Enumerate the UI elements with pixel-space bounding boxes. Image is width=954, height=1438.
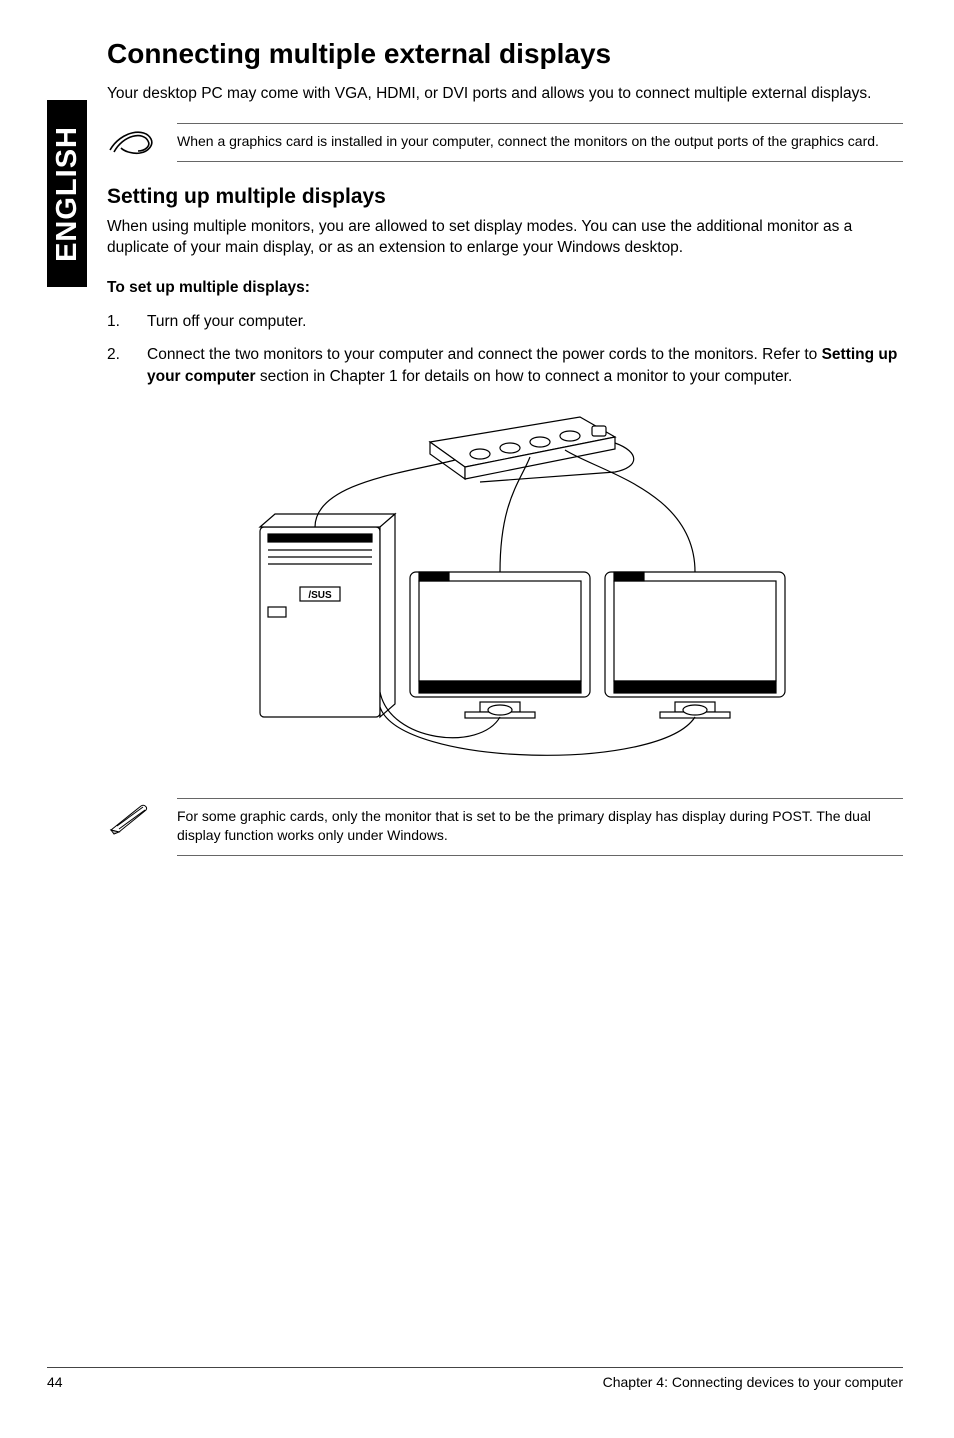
note-text: When a graphics card is installed in you… xyxy=(177,123,903,162)
step-2-pre: Connect the two monitors to your compute… xyxy=(147,346,822,363)
note-graphic-cards-post: For some graphic cards, only the monitor… xyxy=(107,798,903,856)
setup-diagram: /SUS xyxy=(220,412,790,772)
step-1-num: 1. xyxy=(107,311,147,333)
note2-text: For some graphic cards, only the monitor… xyxy=(177,798,903,856)
sub-heading: Setting up multiple displays xyxy=(107,185,903,209)
language-tab-label: ENGLISH xyxy=(51,126,84,262)
step-2-post: section in Chapter 1 for details on how … xyxy=(256,368,793,385)
setup-diagram-container: /SUS xyxy=(107,412,903,772)
page-footer: 44 Chapter 4: Connecting devices to your… xyxy=(47,1367,903,1390)
step-1-text: Turn off your computer. xyxy=(147,311,903,333)
paperclip-icon xyxy=(107,125,155,163)
step-1: 1. Turn off your computer. xyxy=(107,311,903,333)
chapter-label: Chapter 4: Connecting devices to your co… xyxy=(603,1374,903,1390)
steps-title: To set up multiple displays: xyxy=(107,279,903,297)
note2-icon-col xyxy=(107,798,177,836)
note-icon-col xyxy=(107,123,177,163)
note-graphics-card: When a graphics card is installed in you… xyxy=(107,123,903,163)
page-content: Connecting multiple external displays Yo… xyxy=(107,38,903,878)
page-number: 44 xyxy=(47,1374,63,1390)
svg-text:/SUS: /SUS xyxy=(308,590,332,601)
body-paragraph: When using multiple monitors, you are al… xyxy=(107,217,903,259)
step-2-text: Connect the two monitors to your compute… xyxy=(147,344,903,387)
intro-paragraph: Your desktop PC may come with VGA, HDMI,… xyxy=(107,84,903,105)
steps-list: 1. Turn off your computer. 2. Connect th… xyxy=(107,311,903,388)
language-tab: ENGLISH xyxy=(47,100,87,287)
main-heading: Connecting multiple external displays xyxy=(107,38,903,70)
step-2: 2. Connect the two monitors to your comp… xyxy=(107,344,903,387)
pencil-icon xyxy=(107,800,153,836)
step-2-num: 2. xyxy=(107,344,147,387)
